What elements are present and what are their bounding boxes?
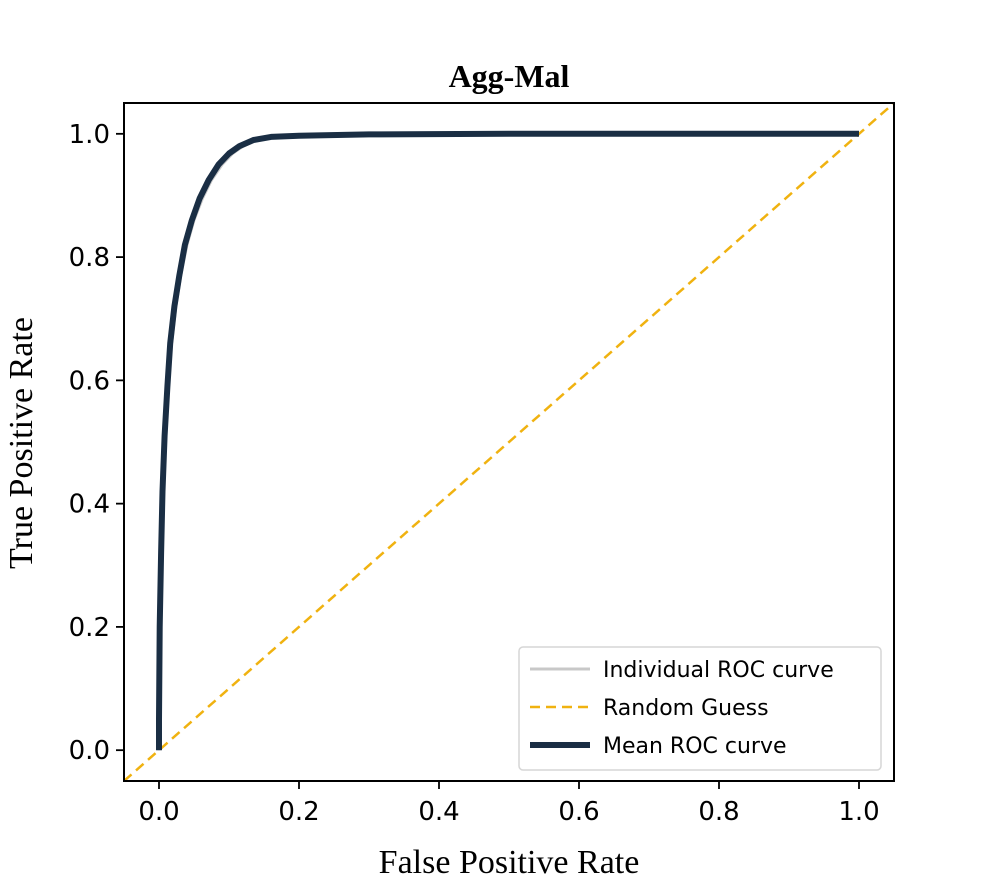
series-line-mean-roc-curve — [156, 130, 859, 751]
legend-box — [518, 646, 882, 771]
axes-frame — [123, 102, 895, 782]
x-tick-label: 0.6 — [558, 797, 599, 827]
legend-label: Individual ROC curve — [603, 658, 834, 683]
legend-label: Mean ROC curve — [603, 734, 787, 759]
y-tick-label: 0.2 — [69, 613, 110, 643]
x-tick-label: 0.0 — [138, 797, 179, 827]
legend-label: Random Guess — [603, 696, 769, 721]
x-tick-label: 0.8 — [698, 797, 739, 827]
y-axis-label: True Positive Rate — [3, 317, 40, 569]
x-tick-label: 0.4 — [418, 797, 459, 827]
y-tick-label: 0.6 — [69, 366, 110, 396]
x-tick-label: 0.2 — [278, 797, 319, 827]
chart-title: Agg-Mal — [449, 58, 570, 94]
y-tick-label: 1.0 — [69, 120, 110, 150]
plot-area — [124, 103, 894, 781]
y-tick-label: 0.0 — [69, 736, 110, 766]
y-tick-label: 0.8 — [69, 243, 110, 273]
axis-ticks: 0.0 0.2 0.4 0.6 0.8 1.0 0.0 0.2 0.4 0.6 0.8 1.0 — [69, 120, 880, 827]
legend: Individual ROC curve Random Guess Mean ROC… — [518, 646, 882, 771]
x-axis-label: False Positive Rate — [379, 844, 640, 880]
x-tick-label: 1.0 — [838, 797, 879, 827]
series-line-random-guess — [124, 103, 894, 781]
y-tick-label: 0.4 — [69, 490, 110, 520]
